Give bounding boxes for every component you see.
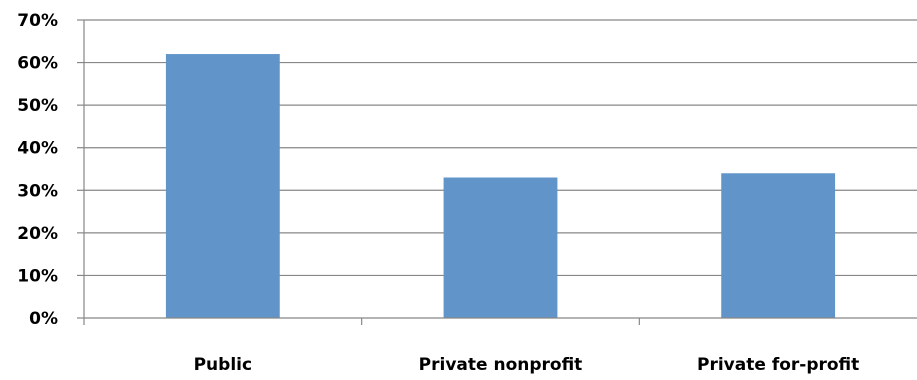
bar: [721, 173, 836, 318]
y-tick-label: 50%: [17, 96, 58, 116]
y-tick-label: 0%: [29, 309, 58, 329]
y-tick-labels: 0% 10% 20% 30% 40% 50% 60% 70%: [17, 11, 58, 329]
y-tick-label: 40%: [17, 139, 58, 159]
y-tick-label: 10%: [17, 266, 58, 286]
y-tick-label: 60%: [17, 54, 58, 74]
y-tick-label: 20%: [17, 224, 58, 244]
x-category-label: Private nonprofit: [419, 355, 583, 375]
x-category-label: Private for-profit: [697, 355, 859, 375]
axes: [77, 19, 917, 325]
x-category-labels: Public Private nonprofit Private for-profi…: [194, 355, 860, 375]
x-category-label: Public: [194, 355, 252, 375]
bars: [165, 54, 836, 319]
y-tick-label: 30%: [17, 181, 58, 201]
bar: [165, 54, 280, 319]
y-tick-label: 70%: [17, 11, 58, 31]
bar: [443, 177, 558, 318]
